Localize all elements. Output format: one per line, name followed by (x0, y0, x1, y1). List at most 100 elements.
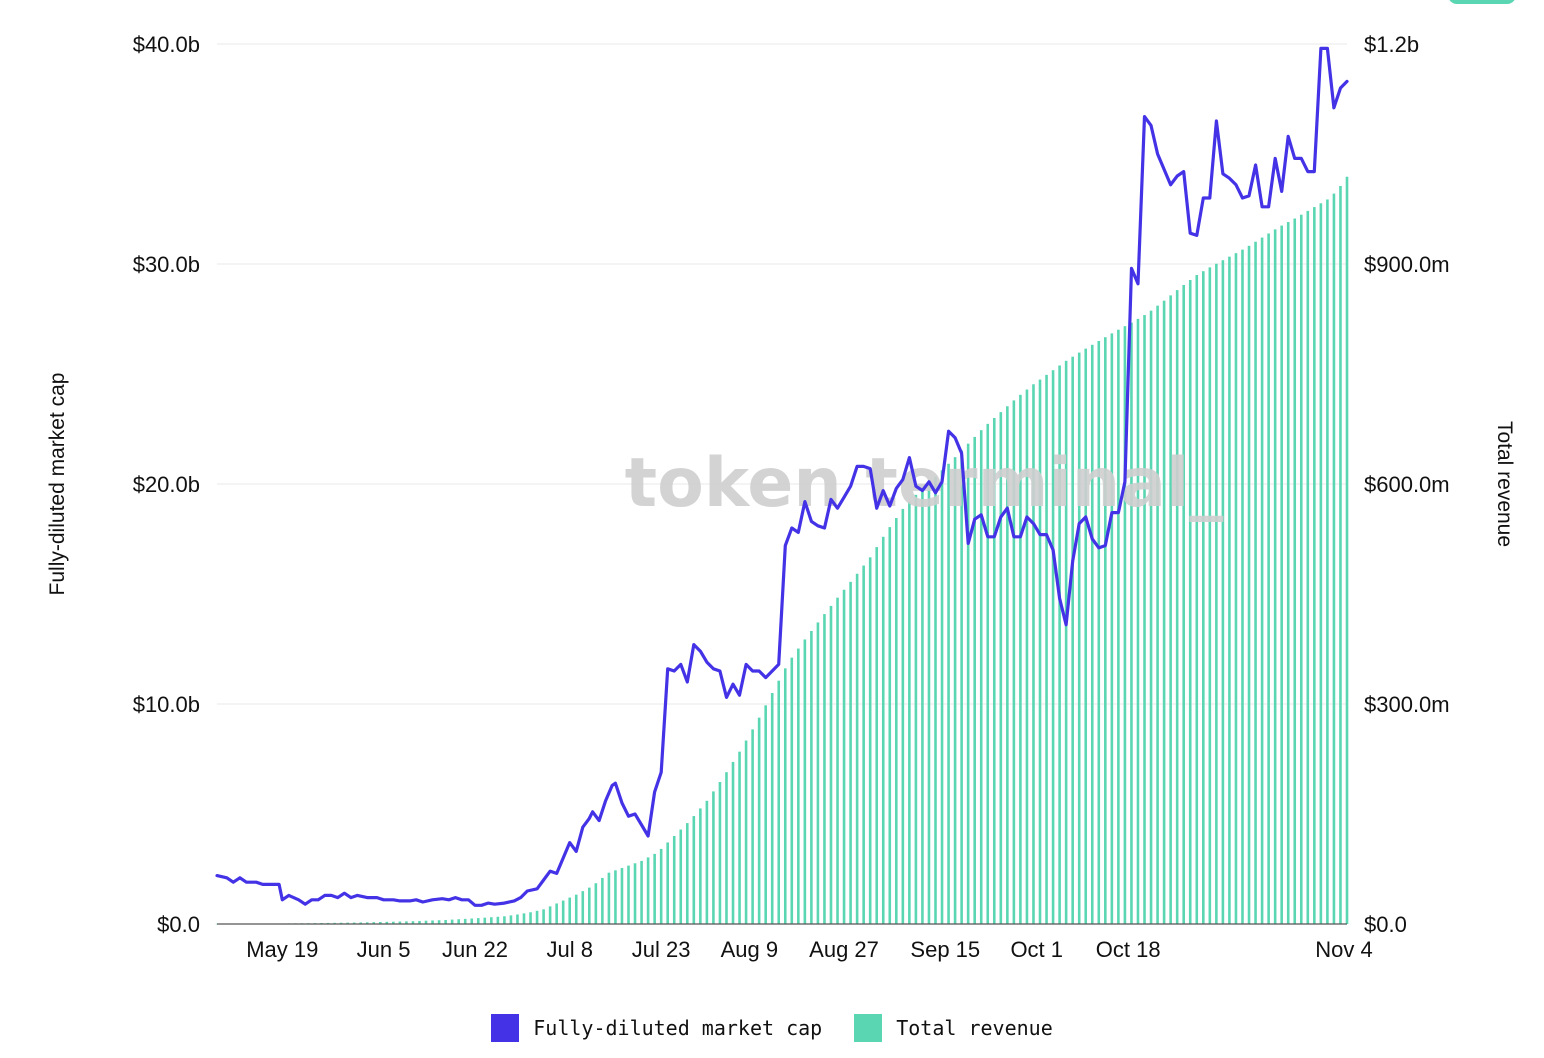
legend-swatch-revenue (854, 1014, 883, 1042)
revenue-bar (718, 782, 722, 924)
revenue-bar (738, 751, 741, 924)
revenue-bar (1345, 176, 1349, 924)
revenue-bar (601, 877, 604, 924)
revenue-bar (424, 920, 428, 924)
x-tick-label: Jul 23 (632, 937, 691, 962)
revenue-bar (1097, 341, 1101, 924)
revenue-bar (398, 921, 402, 924)
revenue-bar (633, 863, 637, 924)
revenue-bar (653, 853, 656, 924)
revenue-bar (868, 557, 872, 924)
revenue-bar (483, 917, 487, 924)
revenue-bar (640, 860, 643, 924)
revenue-bar (705, 800, 709, 924)
legend-item-fdmc[interactable]: Fully-diluted market cap (491, 1014, 822, 1042)
revenue-bar (960, 450, 963, 924)
revenue-bar (627, 865, 630, 924)
watermark: token terminal_ (625, 444, 1224, 523)
revenue-bar (1045, 374, 1048, 924)
total-revenue-bars (215, 176, 1349, 925)
revenue-bar (1104, 337, 1107, 925)
revenue-bar (659, 848, 663, 924)
right-tick-label: $900.0m (1364, 252, 1450, 277)
revenue-bar (1273, 229, 1277, 925)
right-axis-ticks: $0.0 $300.0m $600.0m $900.0m $1.2b (1364, 32, 1450, 937)
revenue-bar (1090, 344, 1094, 924)
revenue-bar (823, 614, 826, 924)
revenue-bar (1006, 406, 1009, 924)
revenue-bar (888, 527, 892, 924)
revenue-bar (783, 668, 787, 924)
revenue-bar (1064, 360, 1068, 924)
revenue-bar (1182, 284, 1186, 924)
revenue-bar (816, 622, 820, 924)
revenue-bar (1032, 384, 1035, 924)
revenue-bar (581, 891, 585, 924)
revenue-bar (1280, 225, 1283, 924)
revenue-bar (836, 597, 839, 924)
revenue-bar (1123, 326, 1127, 925)
x-tick-label: Oct 18 (1096, 937, 1161, 962)
revenue-bar (914, 494, 918, 924)
revenue-bar (463, 918, 467, 924)
revenue-bar (646, 857, 650, 924)
left-axis-ticks: $0.0 $10.0b $20.0b $30.0b $40.0b (133, 32, 200, 937)
revenue-bar (614, 870, 617, 924)
revenue-bar (470, 918, 474, 924)
revenue-bar (339, 922, 343, 924)
x-tick-label: Nov 4 (1315, 937, 1372, 962)
revenue-bar (1012, 400, 1016, 924)
revenue-bar (979, 430, 983, 924)
revenue-bar (548, 906, 552, 924)
revenue-bar (986, 423, 990, 924)
revenue-bar (476, 918, 480, 924)
revenue-bar (927, 482, 931, 924)
revenue-bar (1202, 271, 1205, 925)
legend: Fully-diluted market cap Total revenue (0, 1010, 1544, 1046)
revenue-bar (712, 791, 715, 924)
revenue-bar (496, 916, 500, 924)
left-axis-title: Fully-diluted market cap (46, 373, 69, 596)
x-tick-label: May 19 (246, 937, 318, 962)
revenue-bar (405, 921, 408, 924)
x-axis-ticks: May 19 Jun 5 Jun 22 Jul 8 Jul 23 Aug 9 Aug 27 S… (246, 937, 1373, 962)
revenue-bar (1143, 315, 1146, 924)
x-tick-label: Jul 8 (546, 937, 592, 962)
revenue-bar (744, 740, 748, 924)
x-tick-label: Aug 27 (809, 937, 879, 962)
revenue-bar (503, 916, 506, 924)
corner-badge[interactable] (1448, 0, 1516, 4)
revenue-bar (1130, 322, 1133, 925)
chart-canvas: token terminal_ $0.0 $10.0b $20.0b $30.0b $4… (46, 32, 1516, 962)
revenue-bar (953, 457, 957, 924)
revenue-bar (992, 418, 996, 924)
revenue-bar (359, 922, 362, 924)
left-tick-label: $20.0b (133, 472, 200, 497)
revenue-bar (862, 565, 865, 924)
revenue-bar (490, 917, 493, 924)
revenue-bar (431, 920, 434, 924)
revenue-bar (542, 909, 545, 924)
revenue-bar (509, 915, 513, 924)
revenue-bar (764, 705, 767, 924)
legend-item-revenue[interactable]: Total revenue (854, 1014, 1053, 1042)
revenue-bar (1332, 193, 1336, 925)
left-tick-label: $10.0b (133, 692, 200, 717)
revenue-bar (940, 470, 944, 924)
revenue-bar (1319, 203, 1323, 924)
revenue-bar (1221, 260, 1225, 925)
x-tick-label: Jun 22 (442, 937, 508, 962)
revenue-bar (385, 921, 389, 924)
revenue-bar (685, 823, 689, 924)
revenue-bar (1117, 329, 1120, 924)
revenue-bar (751, 729, 754, 924)
revenue-bar (529, 912, 532, 924)
x-tick-label: Sep 15 (910, 937, 980, 962)
revenue-bar (966, 443, 970, 924)
revenue-bar (999, 412, 1003, 924)
revenue-bar (1188, 279, 1192, 924)
revenue-bar (881, 536, 885, 924)
revenue-bar (535, 910, 539, 924)
left-tick-label: $0.0 (157, 912, 200, 937)
revenue-bar (731, 761, 735, 924)
